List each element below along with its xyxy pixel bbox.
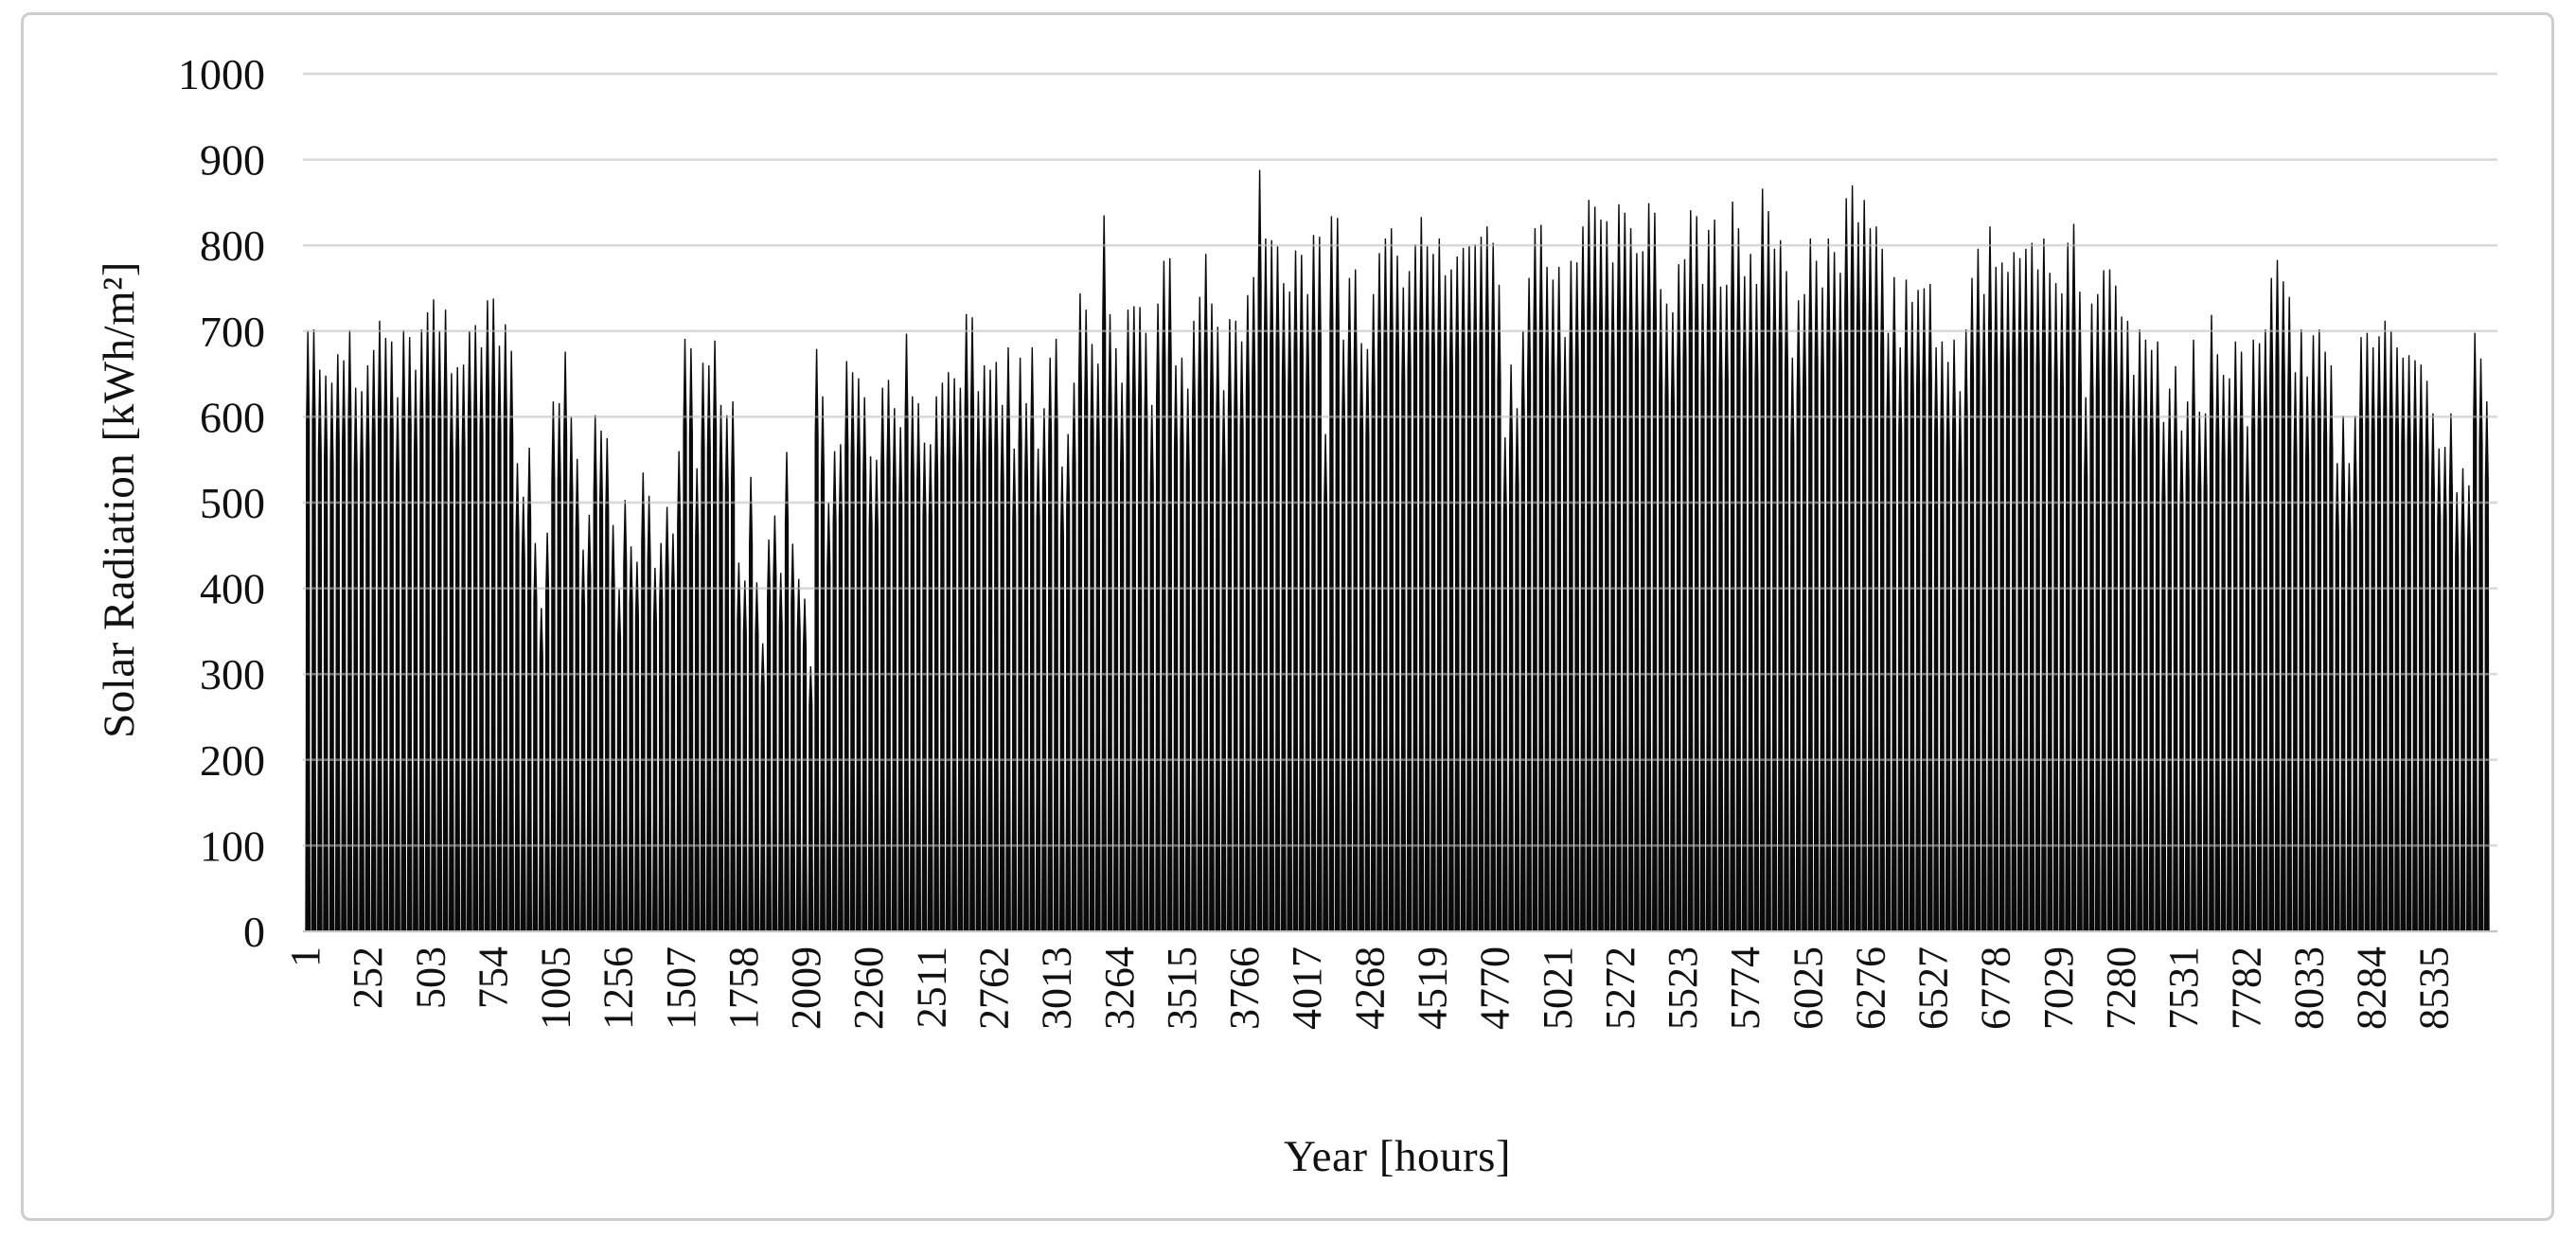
y-tick-label: 700 — [200, 308, 265, 356]
x-tick-label: 1507 — [658, 946, 704, 1030]
x-tick-label: 1256 — [595, 946, 642, 1030]
x-tick-label: 7531 — [2160, 946, 2207, 1030]
x-tick-label: 1005 — [533, 946, 579, 1030]
y-tick-label: 100 — [200, 822, 265, 870]
y-tick-label: 400 — [200, 565, 265, 613]
x-tick-label: 8033 — [2285, 946, 2332, 1030]
y-tick-labels: 0 100 200 300 400 500 600 700 800 900 1000 — [178, 50, 265, 956]
x-tick-label: 4770 — [1472, 946, 1519, 1030]
x-tick-label: 6025 — [1785, 946, 1831, 1030]
x-tick-label: 6276 — [1847, 946, 1893, 1030]
solar-radiation-series — [305, 169, 2490, 931]
x-tick-label: 3515 — [1159, 946, 1205, 1030]
x-tick-label: 4519 — [1409, 946, 1455, 1030]
y-tick-label: 900 — [200, 136, 265, 185]
x-tick-label: 7280 — [2098, 946, 2144, 1030]
y-axis-title: Solar Radiation [kWh/m²] — [95, 261, 144, 738]
x-tick-label: 3013 — [1034, 946, 1080, 1030]
x-tick-label: 8284 — [2349, 946, 2395, 1030]
x-tick-label: 4268 — [1346, 946, 1393, 1030]
x-tick-label: 6527 — [1910, 946, 1957, 1030]
y-tick-label: 800 — [200, 221, 265, 270]
x-tick-label: 4017 — [1284, 946, 1330, 1030]
x-tick-label: 1 — [282, 946, 329, 967]
gridlines-overlay — [303, 72, 2497, 847]
y-tick-label: 200 — [200, 736, 265, 785]
x-tick-label: 3264 — [1096, 946, 1143, 1030]
x-tick-label: 5523 — [1660, 946, 1706, 1030]
x-tick-label: 503 — [407, 946, 453, 1009]
x-tick-label: 1758 — [720, 946, 767, 1030]
y-tick-label: 0 — [243, 908, 265, 956]
x-axis-title: Year [hours] — [1283, 1132, 1512, 1181]
x-tick-label: 7782 — [2223, 946, 2269, 1030]
y-tick-label: 600 — [200, 393, 265, 441]
x-tick-label: 252 — [345, 946, 391, 1009]
x-tick-label: 2762 — [971, 946, 1018, 1030]
x-tick-label: 5021 — [1535, 946, 1581, 1030]
y-tick-label: 500 — [200, 479, 265, 527]
x-tick-label: 2009 — [783, 946, 829, 1030]
y-tick-label: 1000 — [178, 50, 265, 98]
x-tick-label: 8535 — [2411, 946, 2458, 1030]
x-tick-label: 3766 — [1221, 946, 1268, 1030]
x-tick-label: 5272 — [1597, 946, 1643, 1030]
x-tick-label: 5774 — [1722, 946, 1768, 1030]
x-tick-label: 2511 — [908, 946, 954, 1028]
y-tick-label: 300 — [200, 650, 265, 699]
x-tick-label: 2260 — [845, 946, 892, 1030]
x-tick-label: 754 — [470, 946, 516, 1009]
x-tick-label: 7029 — [2035, 946, 2082, 1030]
x-tick-label: 6778 — [1973, 946, 2019, 1030]
x-tick-labels: 1 252 503 754 1005 1256 1507 1758 2009 2260 2511 27… — [282, 946, 2458, 1030]
